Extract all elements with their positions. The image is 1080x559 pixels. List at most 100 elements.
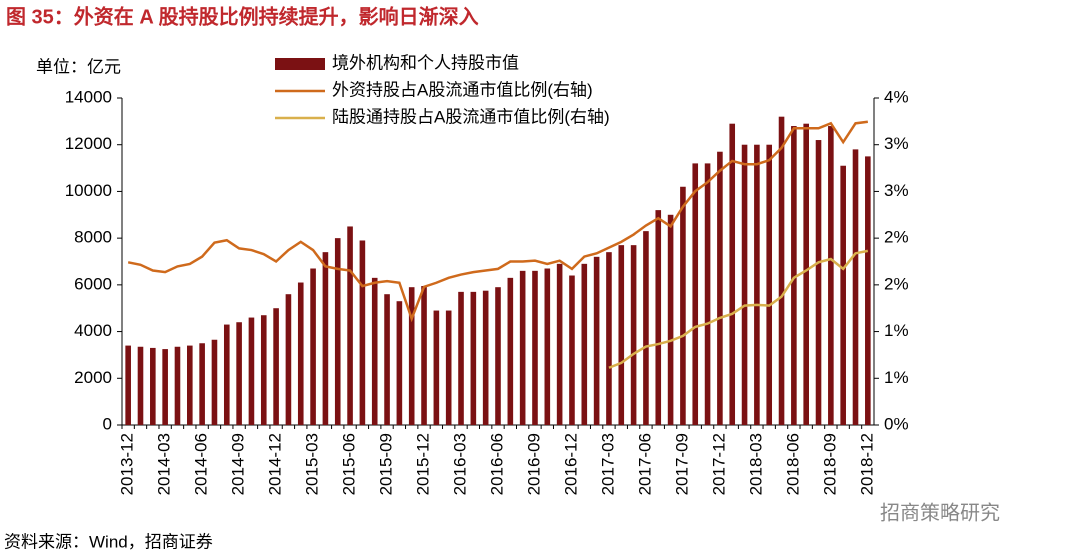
bar (162, 349, 168, 425)
x-tick-label: 2018-06 (783, 433, 802, 495)
y-tick-label: 8000 (74, 228, 112, 247)
bar (285, 294, 292, 425)
bar (618, 245, 625, 425)
bar (187, 345, 193, 425)
bar (495, 287, 501, 425)
bar (532, 270, 538, 425)
bar (704, 163, 711, 425)
bar (729, 123, 736, 425)
bar (150, 347, 156, 425)
bar (643, 231, 649, 425)
bar (470, 291, 477, 425)
x-tick-label: 2018-03 (746, 433, 765, 495)
y-tick-label: 12000 (65, 134, 112, 153)
bar (137, 346, 144, 425)
legend-label: 陆股通持股占A股流通市值比例(右轴) (332, 107, 610, 126)
bar (408, 287, 415, 425)
bar (680, 186, 686, 425)
bar (519, 270, 526, 425)
bar (260, 315, 267, 425)
y2-tick-label: 1% (884, 321, 909, 340)
x-tick-label: 2016-09 (524, 433, 543, 495)
x-tick-label: 2014-03 (155, 433, 174, 495)
bar (630, 245, 637, 425)
y2-tick-label: 3% (884, 134, 909, 153)
bar (852, 149, 859, 425)
y2-tick-label: 2% (884, 274, 909, 293)
y2-tick-label: 0% (884, 414, 909, 433)
bar (741, 144, 748, 425)
x-tick-label: 2014-09 (229, 433, 248, 495)
bar (692, 163, 699, 425)
watermark: 招商策略研究 (880, 501, 1000, 524)
bar (544, 268, 551, 425)
x-tick-label: 2015-12 (414, 433, 433, 495)
bar (778, 116, 785, 425)
y-tick-label: 14000 (65, 87, 112, 106)
bar (803, 123, 809, 425)
x-tick-label: 2018-12 (857, 433, 876, 495)
bar (433, 310, 440, 425)
x-tick-label: 2016-03 (451, 433, 470, 495)
bar (125, 345, 131, 425)
y-tick-label: 10000 (65, 181, 112, 200)
y-tick-label: 0 (103, 414, 112, 433)
bar (458, 291, 464, 425)
bar (840, 165, 846, 425)
x-tick-label: 2015-06 (340, 433, 359, 495)
bar (791, 126, 797, 426)
bar (766, 144, 773, 425)
bar (667, 214, 674, 425)
y2-tick-label: 4% (884, 87, 909, 106)
bar (717, 151, 723, 425)
bar (347, 226, 353, 425)
bar (223, 324, 230, 425)
line (127, 120, 869, 323)
y-tick-label: 6000 (74, 274, 112, 293)
bar (865, 156, 871, 425)
bar (606, 252, 612, 425)
bar (593, 256, 600, 425)
line (608, 249, 869, 369)
bar (359, 240, 366, 425)
x-tick-label: 2015-09 (377, 433, 396, 495)
bar (482, 290, 489, 425)
bar (556, 263, 563, 425)
y-tick-label: 2000 (74, 368, 112, 387)
legend-label: 外资持股占A股流通市值比例(右轴) (332, 80, 593, 99)
bar (421, 286, 427, 425)
x-tick-label: 2016-12 (561, 433, 580, 495)
x-tick-label: 2013-12 (118, 433, 137, 495)
bar (815, 140, 822, 426)
bar (236, 322, 242, 425)
bar (384, 294, 390, 425)
x-tick-label: 2014-12 (266, 433, 285, 495)
bar (248, 317, 255, 425)
bar (655, 210, 662, 425)
bar (334, 238, 341, 425)
legend-swatch (275, 58, 325, 70)
bar (371, 277, 378, 425)
bar (273, 308, 279, 425)
bar (569, 275, 575, 425)
bar (199, 343, 205, 425)
x-tick-label: 2016-06 (487, 433, 506, 495)
bar (581, 263, 588, 425)
x-tick-label: 2014-06 (192, 433, 211, 495)
x-tick-label: 2017-12 (709, 433, 728, 495)
bar (174, 346, 181, 425)
bar (754, 144, 760, 425)
bar (828, 126, 834, 426)
unit-label: 单位：亿元 (36, 57, 121, 76)
bar (507, 277, 514, 425)
y2-tick-label: 3% (884, 181, 909, 200)
y2-tick-label: 2% (884, 228, 909, 247)
bar (297, 282, 304, 425)
y-tick-label: 4000 (74, 321, 112, 340)
x-tick-label: 2017-03 (598, 433, 617, 495)
source: 资料来源：Wind，招商证券 (4, 532, 213, 551)
bar (396, 301, 403, 425)
x-tick-label: 2017-09 (672, 433, 691, 495)
x-tick-label: 2017-06 (635, 433, 654, 495)
